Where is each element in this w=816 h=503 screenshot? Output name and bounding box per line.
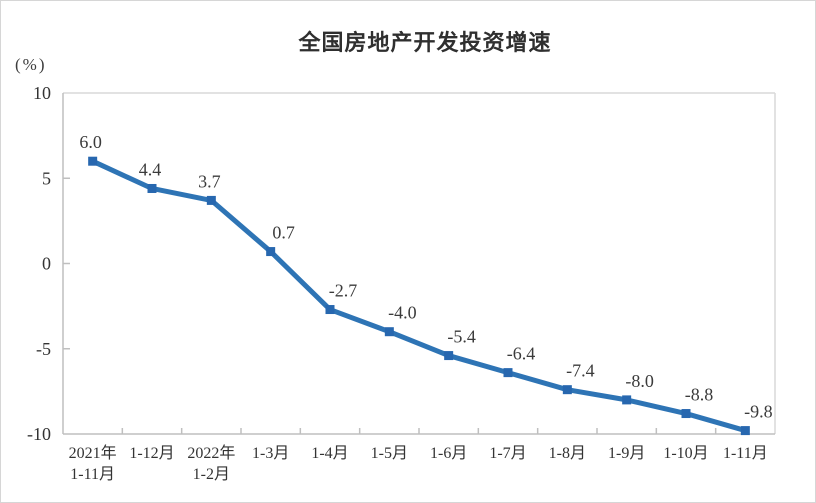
x-category-label: 2021年 [69, 444, 117, 462]
y-axis-tick-label: -5 [36, 339, 51, 359]
data-point-label: -2.7 [329, 281, 358, 301]
y-axis-tick-label: 0 [42, 254, 51, 274]
x-category-label: 1-5月 [371, 445, 408, 462]
data-point-label: -9.8 [744, 402, 773, 422]
data-point-label: -6.4 [507, 344, 536, 364]
data-point-marker [562, 385, 572, 395]
x-category-label: 1-11月 [723, 445, 768, 462]
data-point-label: 0.7 [272, 223, 295, 243]
chart-title: 全国房地产开发投资增速 [298, 30, 552, 55]
x-category-label: 1-12月 [129, 445, 174, 462]
data-point-marker [384, 327, 394, 337]
data-point-label: -8.8 [685, 385, 714, 405]
data-point-label: -8.0 [625, 371, 654, 391]
data-point-label: 3.7 [198, 171, 221, 191]
x-category-label: 1-6月 [430, 445, 467, 462]
data-point-marker [681, 409, 691, 419]
x-category-label: 2022年 [187, 444, 235, 462]
data-point-label: -7.4 [566, 361, 595, 381]
data-line [90, 158, 748, 434]
data-point-marker [740, 426, 750, 436]
data-point-marker [503, 368, 513, 378]
y-axis-tick-label: 5 [42, 168, 51, 188]
data-point-marker [444, 351, 454, 361]
x-category-label: 1-11月 [70, 466, 115, 483]
y-axis-unit-label: (%) [15, 55, 47, 74]
data-point-marker [147, 183, 157, 193]
x-category-label: 1-7月 [489, 445, 526, 462]
y-axis-tick-label: 10 [33, 83, 51, 103]
data-point-label: 6.0 [79, 132, 102, 152]
x-category-label: 1-8月 [549, 445, 586, 462]
x-category-label: 1-10月 [663, 445, 708, 462]
x-category-label: 1-2月 [193, 466, 230, 483]
data-point-marker [88, 156, 98, 166]
x-category-label: 1-4月 [311, 445, 348, 462]
data-point-marker [325, 305, 335, 315]
data-point-marker [622, 395, 632, 405]
data-point-label: 4.4 [139, 159, 162, 179]
data-point-label: -4.0 [388, 303, 417, 323]
x-category-label: 1-9月 [608, 445, 645, 462]
x-category-label: 1-3月 [252, 445, 289, 462]
data-point-marker [266, 247, 276, 257]
data-point-label: -5.4 [447, 327, 476, 347]
data-point-marker [206, 195, 216, 205]
y-axis-tick-label: -10 [27, 424, 51, 444]
